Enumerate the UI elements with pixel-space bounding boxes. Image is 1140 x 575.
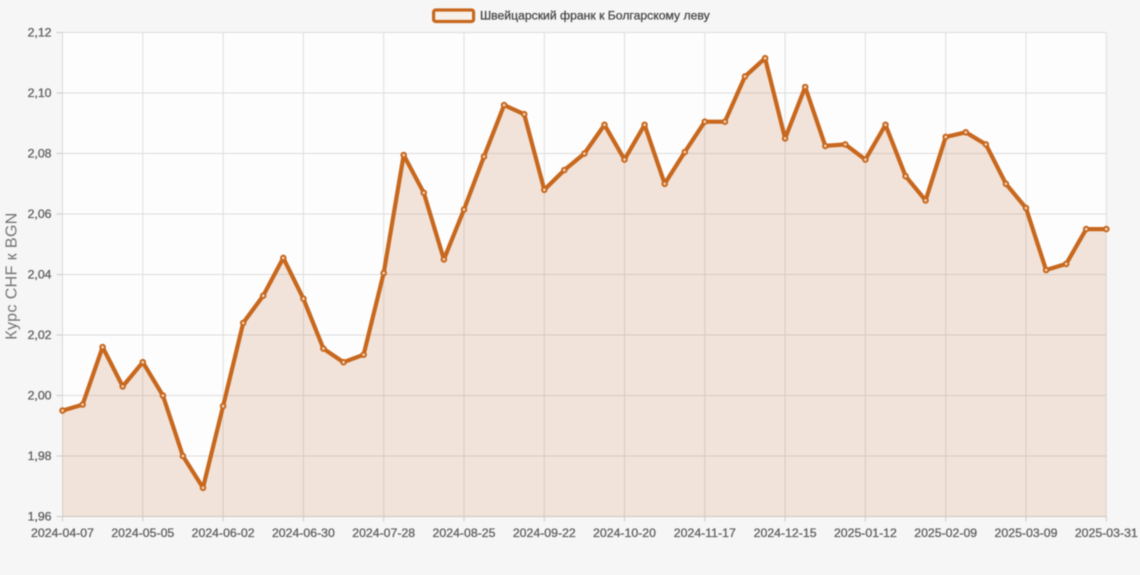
svg-text:2025-01-12: 2025-01-12 — [834, 526, 897, 540]
svg-text:2024-06-30: 2024-06-30 — [272, 526, 335, 540]
svg-text:2024-09-22: 2024-09-22 — [513, 526, 576, 540]
svg-text:2,00: 2,00 — [28, 388, 52, 402]
svg-text:Курс CHF к BGN: Курс CHF к BGN — [4, 212, 21, 340]
svg-text:2,04: 2,04 — [28, 267, 52, 281]
svg-text:2024-06-02: 2024-06-02 — [192, 526, 255, 540]
svg-text:2024-04-07: 2024-04-07 — [31, 526, 94, 540]
svg-text:2024-10-20: 2024-10-20 — [593, 526, 656, 540]
svg-text:2025-03-09: 2025-03-09 — [995, 526, 1058, 540]
svg-text:2024-12-15: 2024-12-15 — [754, 526, 817, 540]
svg-text:2,10: 2,10 — [28, 86, 52, 100]
svg-text:2025-02-09: 2025-02-09 — [914, 526, 977, 540]
svg-text:2025-03-31: 2025-03-31 — [1075, 526, 1138, 540]
svg-text:2024-08-25: 2024-08-25 — [433, 526, 496, 540]
svg-text:2,02: 2,02 — [28, 328, 52, 342]
svg-text:2,08: 2,08 — [28, 146, 52, 160]
svg-text:2,06: 2,06 — [28, 207, 52, 221]
svg-text:1,98: 1,98 — [28, 449, 52, 463]
svg-text:Швейцарский франк к Болгарском: Швейцарский франк к Болгарскому леву — [480, 9, 711, 23]
svg-text:2,12: 2,12 — [28, 25, 52, 39]
svg-text:2024-05-05: 2024-05-05 — [111, 526, 174, 540]
svg-text:2024-07-28: 2024-07-28 — [352, 526, 415, 540]
svg-text:1,96: 1,96 — [28, 509, 52, 523]
svg-text:2024-11-17: 2024-11-17 — [674, 526, 736, 540]
